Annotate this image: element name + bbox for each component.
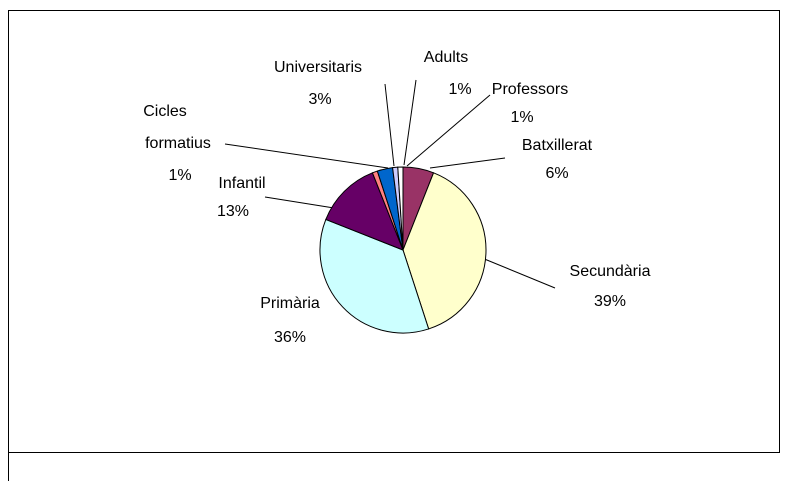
slice-label: Primària (260, 295, 320, 312)
chart-frame (8, 10, 780, 453)
slice-label: Universitaris (274, 59, 362, 76)
slice-label: Infantil (218, 175, 265, 192)
slice-label: Professors (492, 81, 568, 98)
leader-line (481, 257, 556, 289)
pie-slice (397, 166, 404, 251)
pie-slice (325, 172, 404, 251)
leader-lines (224, 79, 556, 289)
value-label: 1% (448, 81, 471, 98)
value-label: 39% (594, 293, 626, 310)
value-label: 13% (217, 203, 249, 220)
slice-label: Cicles formatius (143, 103, 211, 152)
leader-line (429, 157, 506, 169)
value-label: 36% (274, 329, 306, 346)
leader-line (384, 83, 395, 167)
value-label: 1% (510, 109, 533, 126)
leader-line (224, 143, 389, 169)
leader-line (406, 94, 491, 167)
value-label: 6% (545, 165, 568, 182)
pie-slice (319, 218, 430, 334)
slice-label: Adults (424, 49, 468, 66)
pie-slice (402, 172, 487, 330)
leader-line (403, 79, 417, 166)
slice-label: Secundària (570, 263, 651, 280)
leader-line (264, 196, 335, 209)
value-label: 1% (168, 167, 191, 184)
slice-label: Batxillerat (522, 137, 593, 154)
value-label: 3% (308, 91, 331, 108)
